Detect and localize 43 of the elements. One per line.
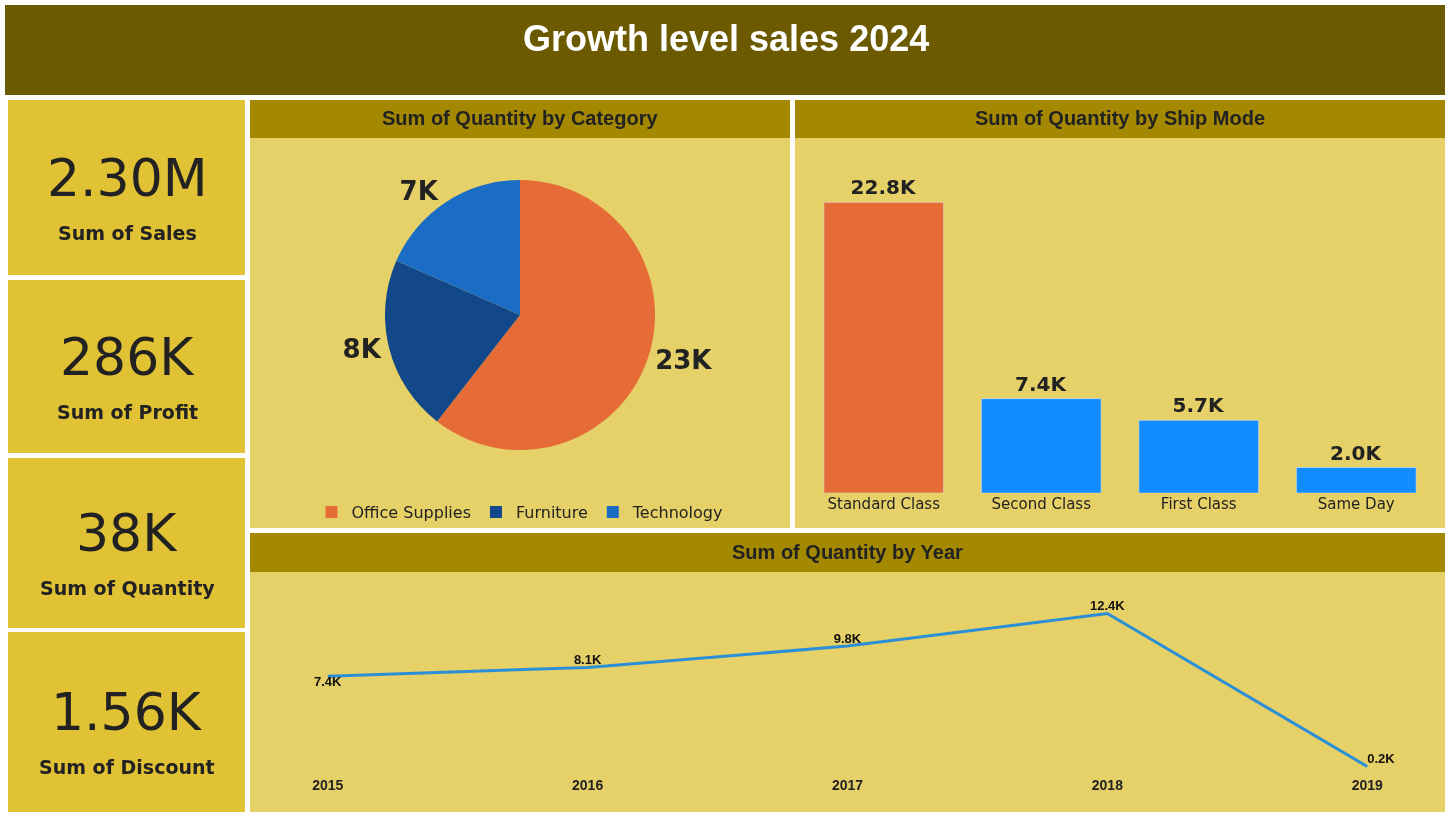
bar bbox=[1138, 420, 1259, 493]
data-label: 9.8K bbox=[833, 630, 862, 646]
x-tick-label: First Class bbox=[1160, 495, 1237, 513]
data-label: 8K bbox=[342, 334, 382, 365]
pie-slice bbox=[437, 180, 655, 450]
annotation: 1.56K bbox=[51, 682, 203, 742]
data-label: 22.8K bbox=[850, 175, 917, 200]
legend-label: Office Supplies bbox=[351, 503, 471, 523]
data-label: 8.1K bbox=[573, 652, 602, 668]
text: Sum of Quantity bbox=[40, 577, 216, 599]
legend-label: Furniture bbox=[515, 503, 588, 523]
pie-slice bbox=[396, 180, 520, 315]
x-tick-label: 2019 bbox=[1351, 777, 1384, 793]
text: 2.30M bbox=[47, 148, 208, 208]
chart-title: Sum of Quantity by Category bbox=[382, 107, 659, 129]
annotation: Sum of Discount bbox=[39, 756, 215, 778]
bar bbox=[823, 202, 944, 493]
x-tick-label: 2016 bbox=[572, 777, 604, 793]
text: Sum of Sales bbox=[58, 222, 197, 244]
text: 38K bbox=[76, 503, 179, 563]
data-label: 7K bbox=[399, 176, 439, 207]
data-label: 7.4K bbox=[314, 673, 343, 689]
x-tick-label: Standard Class bbox=[827, 495, 941, 513]
x-tick-label: Same Day bbox=[1317, 495, 1395, 513]
data-label: 2.0K bbox=[1330, 440, 1383, 465]
data-label: 7.4K bbox=[1015, 371, 1068, 396]
pie-slice bbox=[385, 260, 520, 422]
text: Growth level sales 2024 bbox=[523, 18, 930, 59]
data-label: 5.7K bbox=[1172, 393, 1225, 418]
x-tick-label: 2018 bbox=[1091, 777, 1124, 793]
data-label: 0.2K bbox=[1367, 751, 1396, 767]
chart-title: Sum of Quantity by Ship Mode bbox=[975, 107, 1265, 129]
data-label: 23K bbox=[655, 345, 713, 376]
data-label: 12.4K bbox=[1090, 598, 1126, 614]
bar bbox=[1296, 467, 1417, 493]
x-tick-label: 2017 bbox=[831, 777, 864, 793]
text: 286K bbox=[60, 327, 196, 387]
legend-label: Technology bbox=[631, 503, 723, 523]
chart-title: Sum of Quantity by Year bbox=[732, 541, 964, 563]
x-tick-label: Second Class bbox=[991, 495, 1092, 513]
bar bbox=[981, 398, 1102, 493]
text: Sum of Profit bbox=[57, 401, 199, 423]
x-tick-label: 2015 bbox=[312, 777, 344, 793]
